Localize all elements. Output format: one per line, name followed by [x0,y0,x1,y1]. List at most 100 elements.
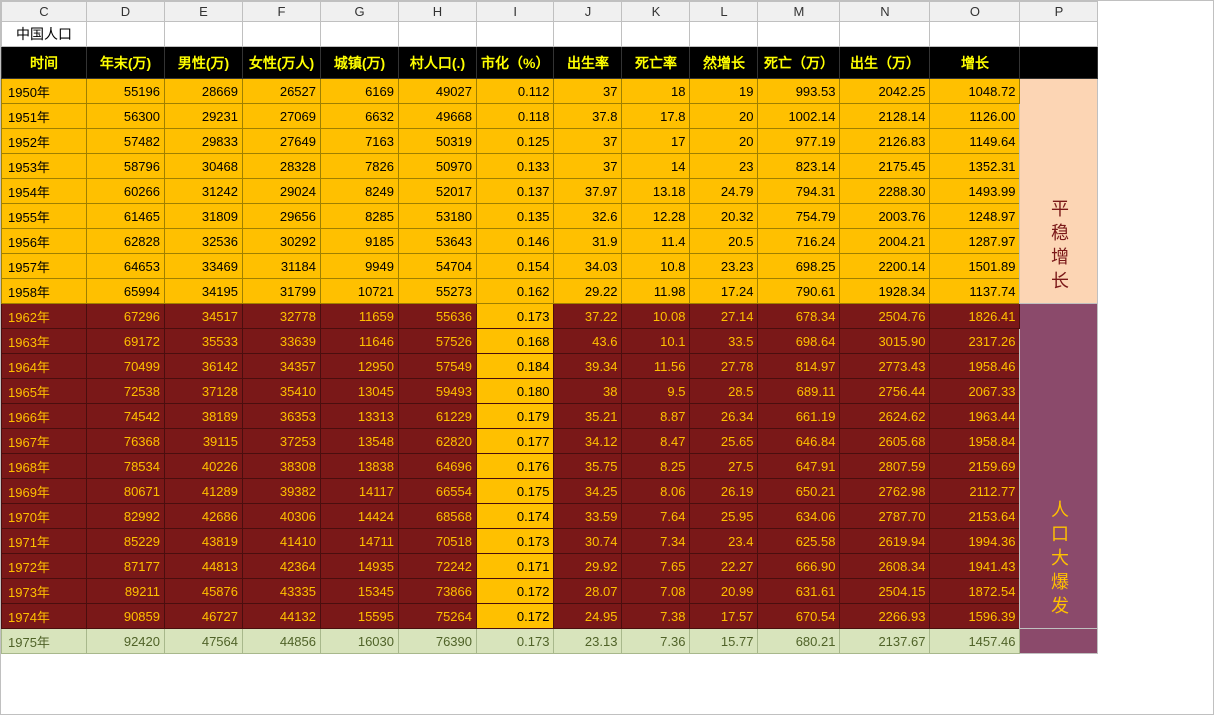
title-cell-M[interactable] [758,22,840,47]
data-cell[interactable]: 17.24 [690,279,758,304]
data-cell[interactable]: 34.25 [554,479,622,504]
data-cell[interactable]: 43.6 [554,329,622,354]
data-cell[interactable]: 2317.26 [930,329,1020,354]
data-cell[interactable]: 11659 [321,304,399,329]
data-cell[interactable]: 14117 [321,479,399,504]
data-cell[interactable]: 62820 [399,429,477,454]
data-cell[interactable]: 19 [690,79,758,104]
data-cell[interactable]: 41410 [243,529,321,554]
year-cell[interactable]: 1956年 [2,229,87,254]
data-cell[interactable]: 2067.33 [930,379,1020,404]
data-cell[interactable]: 794.31 [758,179,840,204]
data-cell[interactable]: 15.77 [690,629,758,654]
data-cell[interactable]: 56300 [87,104,165,129]
data-cell[interactable]: 8.25 [622,454,690,479]
data-cell[interactable]: 20 [690,129,758,154]
data-cell[interactable]: 53180 [399,204,477,229]
data-cell[interactable]: 30292 [243,229,321,254]
field-header-12[interactable]: 增长 [930,47,1020,79]
data-cell[interactable]: 666.90 [758,554,840,579]
data-cell[interactable]: 1994.36 [930,529,1020,554]
data-cell[interactable]: 2624.62 [840,404,930,429]
data-cell[interactable]: 87177 [87,554,165,579]
column-header-D[interactable]: D [87,2,165,22]
data-cell[interactable]: 12950 [321,354,399,379]
data-cell[interactable]: 70518 [399,529,477,554]
data-cell[interactable]: 698.64 [758,329,840,354]
data-cell[interactable]: 43335 [243,579,321,604]
data-cell[interactable]: 23.23 [690,254,758,279]
data-cell[interactable]: 8.06 [622,479,690,504]
data-cell[interactable]: 49668 [399,104,477,129]
title-cell-N[interactable] [840,22,930,47]
data-cell[interactable]: 73866 [399,579,477,604]
year-cell[interactable]: 1966年 [2,404,87,429]
data-cell[interactable]: 2042.25 [840,79,930,104]
data-cell[interactable]: 35.75 [554,454,622,479]
title-cell-O[interactable] [930,22,1020,47]
year-cell[interactable]: 1974年 [2,604,87,629]
data-cell[interactable]: 7.65 [622,554,690,579]
data-cell[interactable]: 27069 [243,104,321,129]
year-cell[interactable]: 1953年 [2,154,87,179]
data-cell[interactable]: 1941.43 [930,554,1020,579]
data-cell[interactable]: 33.59 [554,504,622,529]
data-cell[interactable]: 25.95 [690,504,758,529]
data-cell[interactable]: 17.57 [690,604,758,629]
data-cell[interactable]: 85229 [87,529,165,554]
data-cell[interactable]: 27649 [243,129,321,154]
data-cell[interactable]: 754.79 [758,204,840,229]
data-cell[interactable]: 20.99 [690,579,758,604]
title-cell-I[interactable] [477,22,554,47]
data-cell[interactable]: 17.8 [622,104,690,129]
data-cell[interactable]: 38189 [165,404,243,429]
data-cell[interactable]: 2200.14 [840,254,930,279]
year-cell[interactable]: 1954年 [2,179,87,204]
data-cell[interactable]: 57549 [399,354,477,379]
data-cell[interactable]: 1248.97 [930,204,1020,229]
data-cell[interactable]: 11.56 [622,354,690,379]
data-cell[interactable]: 8.87 [622,404,690,429]
data-cell[interactable]: 0.174 [477,504,554,529]
data-cell[interactable]: 26.34 [690,404,758,429]
data-cell[interactable]: 52017 [399,179,477,204]
data-cell[interactable]: 31242 [165,179,243,204]
data-cell[interactable]: 13.18 [622,179,690,204]
data-cell[interactable]: 44856 [243,629,321,654]
data-cell[interactable]: 10.1 [622,329,690,354]
data-cell[interactable]: 29.92 [554,554,622,579]
data-cell[interactable]: 22.27 [690,554,758,579]
data-cell[interactable]: 0.154 [477,254,554,279]
year-cell[interactable]: 1950年 [2,79,87,104]
year-cell[interactable]: 1971年 [2,529,87,554]
data-cell[interactable]: 0.146 [477,229,554,254]
data-cell[interactable]: 30.74 [554,529,622,554]
field-header-1[interactable]: 年末(万) [87,47,165,79]
data-cell[interactable]: 44813 [165,554,243,579]
data-cell[interactable]: 2504.15 [840,579,930,604]
data-cell[interactable]: 2762.98 [840,479,930,504]
column-header-F[interactable]: F [243,2,321,22]
data-cell[interactable]: 90859 [87,604,165,629]
data-cell[interactable]: 2004.21 [840,229,930,254]
column-header-C[interactable]: C [2,2,87,22]
column-header-J[interactable]: J [554,2,622,22]
data-cell[interactable]: 32778 [243,304,321,329]
data-cell[interactable]: 0.171 [477,554,554,579]
data-cell[interactable]: 661.19 [758,404,840,429]
data-cell[interactable]: 9185 [321,229,399,254]
data-cell[interactable]: 2159.69 [930,454,1020,479]
data-cell[interactable]: 7.34 [622,529,690,554]
data-cell[interactable]: 0.125 [477,129,554,154]
data-cell[interactable]: 25.65 [690,429,758,454]
data-cell[interactable]: 39382 [243,479,321,504]
data-cell[interactable]: 0.176 [477,454,554,479]
year-cell[interactable]: 1957年 [2,254,87,279]
data-cell[interactable]: 27.5 [690,454,758,479]
data-cell[interactable]: 2112.77 [930,479,1020,504]
data-cell[interactable]: 62828 [87,229,165,254]
data-cell[interactable]: 2619.94 [840,529,930,554]
data-cell[interactable]: 38 [554,379,622,404]
data-cell[interactable]: 33.5 [690,329,758,354]
data-cell[interactable]: 2504.76 [840,304,930,329]
